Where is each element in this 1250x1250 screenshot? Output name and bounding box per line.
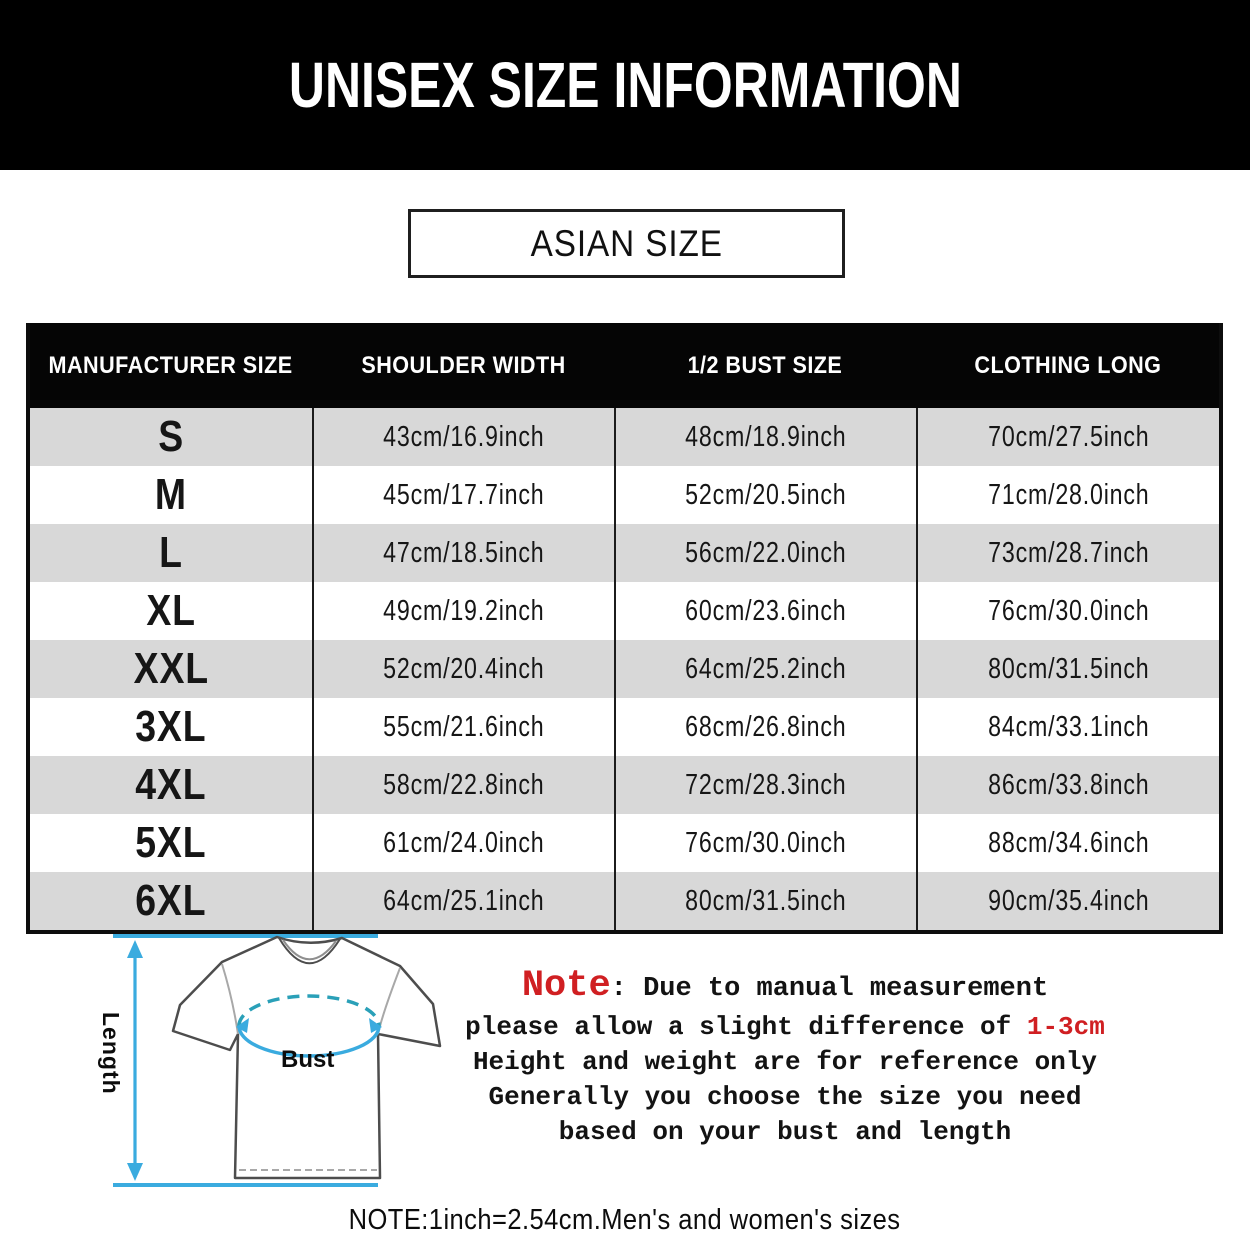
note-line-1-text: : Due to manual measurement	[610, 974, 1049, 1004]
note-highlight: 1-3cm	[1026, 1012, 1105, 1042]
shoulder-cell: 43cm/16.9inch	[312, 408, 614, 466]
size-label-cell: M	[154, 470, 188, 519]
header-manufacturer-size: MANUFACTURER SIZE	[48, 351, 294, 379]
bust-cell: 60cm/23.6inch	[614, 582, 916, 640]
note-line-5: based on your bust and length	[558, 1117, 1012, 1147]
size-label-cell: S	[158, 412, 184, 461]
bust-cell: 68cm/26.8inch	[614, 698, 916, 756]
length-cell: 86cm/33.8inch	[916, 756, 1219, 814]
footer-note-text: NOTE:1inch=2.54cm.Men's and women's size…	[349, 1204, 901, 1236]
bust-ellipse-dashed	[237, 994, 381, 1027]
note-title: Note	[521, 965, 611, 1007]
bust-arrow-left-icon	[236, 1018, 249, 1033]
note-line-3: Height and weight are for reference only	[472, 1047, 1098, 1077]
table-row: 6XL 64cm/25.1inch 80cm/31.5inch 90cm/35.…	[30, 872, 1219, 930]
size-label-cell: L	[159, 528, 183, 577]
header-bust-size: 1/2 BUST SIZE	[687, 351, 843, 379]
shoulder-cell: 45cm/17.7inch	[312, 466, 614, 524]
bust-cell: 48cm/18.9inch	[614, 408, 916, 466]
table-row: S 43cm/16.9inch 48cm/18.9inch 70cm/27.5i…	[30, 408, 1219, 466]
header-shoulder-width: SHOULDER WIDTH	[360, 351, 566, 379]
table-row: 3XL 55cm/21.6inch 68cm/26.8inch 84cm/33.…	[30, 698, 1219, 756]
bust-cell: 52cm/20.5inch	[614, 466, 916, 524]
bust-arc-solid	[237, 1025, 381, 1058]
shoulder-cell: 55cm/21.6inch	[312, 698, 614, 756]
size-label-cell: 4XL	[135, 760, 207, 809]
length-cell: 90cm/35.4inch	[916, 872, 1219, 930]
title-banner: UNISEX SIZE INFORMATION	[0, 0, 1250, 170]
table-row: 4XL 58cm/22.8inch 72cm/28.3inch 86cm/33.…	[30, 756, 1219, 814]
bust-cell: 64cm/25.2inch	[614, 640, 916, 698]
table-row: XL 49cm/19.2inch 60cm/23.6inch 76cm/30.0…	[30, 582, 1219, 640]
bust-label: Bust	[281, 1046, 335, 1073]
size-table: MANUFACTURER SIZE SHOULDER WIDTH 1/2 BUS…	[26, 323, 1223, 934]
note-block: Note: Due to manual measurement please a…	[440, 966, 1130, 1150]
length-label: Length	[98, 1012, 124, 1095]
footer-note: NOTE:1inch=2.54cm.Men's and women's size…	[0, 1204, 1250, 1237]
bust-cell: 72cm/28.3inch	[614, 756, 916, 814]
left-seam-line	[221, 963, 239, 1035]
bust-cell: 56cm/22.0inch	[614, 524, 916, 582]
table-row: XXL 52cm/20.4inch 64cm/25.2inch 80cm/31.…	[30, 640, 1219, 698]
shoulder-cell: 64cm/25.1inch	[312, 872, 614, 930]
size-standard-label: ASIAN SIZE	[530, 222, 723, 264]
size-label-cell: 6XL	[135, 876, 207, 925]
length-cell: 71cm/28.0inch	[916, 466, 1219, 524]
length-arrow-up-icon	[127, 940, 143, 958]
shoulder-cell: 49cm/19.2inch	[312, 582, 614, 640]
bust-arrow-right-icon	[369, 1018, 382, 1033]
length-cell: 73cm/28.7inch	[916, 524, 1219, 582]
header-clothing-long: CLOTHING LONG	[973, 351, 1162, 379]
table-row: L 47cm/18.5inch 56cm/22.0inch 73cm/28.7i…	[30, 524, 1219, 582]
collar-band-inner	[282, 939, 337, 961]
note-line-2: please allow a slight difference of 1-3c…	[440, 1010, 1130, 1045]
note-line-2-text: please allow a slight difference of	[465, 1012, 1027, 1042]
length-arrow-down-icon	[127, 1163, 143, 1181]
size-label-cell: XXL	[133, 644, 209, 693]
collar-band-outer	[278, 937, 341, 965]
page-title: UNISEX SIZE INFORMATION	[288, 49, 962, 121]
size-standard-box: ASIAN SIZE	[408, 209, 845, 278]
shoulder-cell: 61cm/24.0inch	[312, 814, 614, 872]
table-row: 5XL 61cm/24.0inch 76cm/30.0inch 88cm/34.…	[30, 814, 1219, 872]
length-cell: 76cm/30.0inch	[916, 582, 1219, 640]
bust-cell: 80cm/31.5inch	[614, 872, 916, 930]
size-label-cell: 5XL	[135, 818, 207, 867]
note-line-4: Generally you choose the size you need	[488, 1082, 1082, 1112]
bust-cell: 76cm/30.0inch	[614, 814, 916, 872]
tshirt-measure-diagram	[113, 934, 442, 1187]
shoulder-cell: 58cm/22.8inch	[312, 756, 614, 814]
length-cell: 70cm/27.5inch	[916, 408, 1219, 466]
table-header-row: MANUFACTURER SIZE SHOULDER WIDTH 1/2 BUS…	[30, 323, 1219, 408]
size-label-cell: 3XL	[135, 702, 207, 751]
shoulder-cell: 47cm/18.5inch	[312, 524, 614, 582]
shoulder-cell: 52cm/20.4inch	[312, 640, 614, 698]
length-cell: 88cm/34.6inch	[916, 814, 1219, 872]
note-line-1: Note: Due to manual measurement	[440, 966, 1130, 1010]
length-cell: 80cm/31.5inch	[916, 640, 1219, 698]
length-cell: 84cm/33.1inch	[916, 698, 1219, 756]
size-label-cell: XL	[146, 586, 196, 635]
table-row: M 45cm/17.7inch 52cm/20.5inch 71cm/28.0i…	[30, 466, 1219, 524]
